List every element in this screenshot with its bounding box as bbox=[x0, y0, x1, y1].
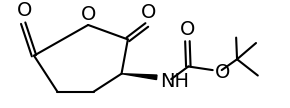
Text: O: O bbox=[141, 3, 156, 22]
Text: O: O bbox=[215, 63, 230, 82]
Text: O: O bbox=[16, 1, 32, 20]
Text: NH: NH bbox=[160, 72, 189, 91]
Text: O: O bbox=[80, 5, 96, 24]
Polygon shape bbox=[122, 74, 157, 80]
Text: O: O bbox=[180, 20, 195, 39]
